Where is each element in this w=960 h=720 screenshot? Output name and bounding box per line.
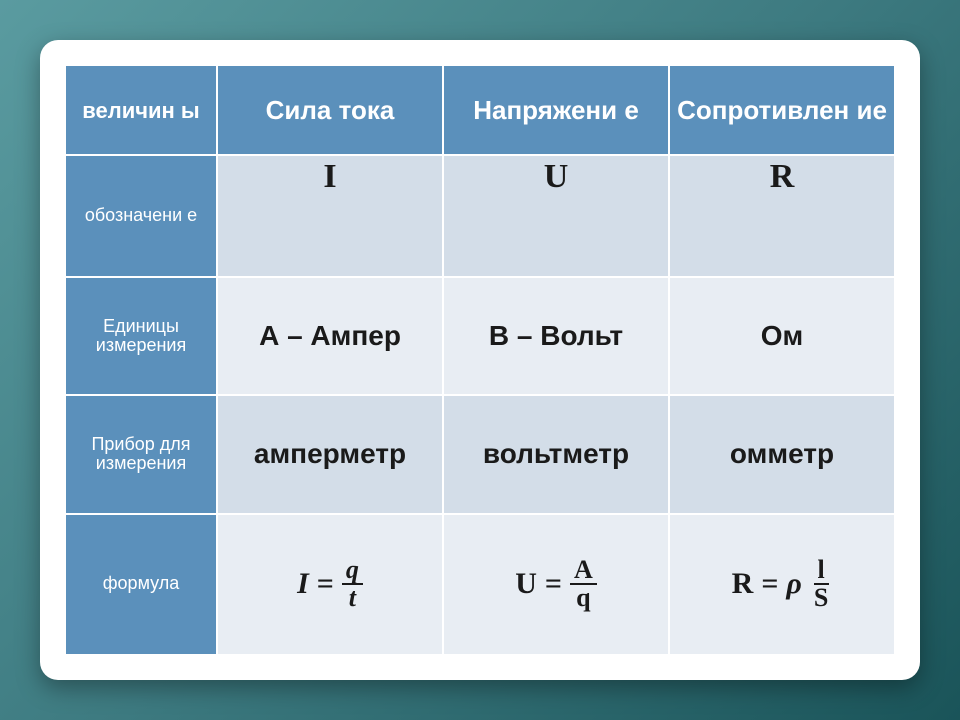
formula-R-frac: l S (810, 557, 832, 611)
rowlabel-formula: формула (66, 515, 216, 654)
formula-U-den: q (572, 585, 594, 611)
cell-symbol-voltage: U (444, 156, 668, 276)
formula-R: R = ρ l S (732, 557, 833, 611)
symbol-R: R (770, 158, 795, 196)
row-formula: формула I = q t U = A q (66, 515, 894, 654)
rowlabel-symbol: обозначени е (66, 156, 216, 276)
header-voltage: Напряжени е (444, 66, 668, 154)
formula-U-lhs: U (515, 567, 537, 601)
table-card: величин ы Сила тока Напряжени е Сопротив… (40, 40, 920, 680)
formula-I-frac: q t (342, 557, 363, 611)
row-units: Единицы измерения А – Ампер В – Вольт Ом (66, 278, 894, 394)
rowlabel-device: Прибор для измерения (66, 396, 216, 512)
formula-I: I = q t (297, 557, 363, 611)
cell-symbol-current: I (218, 156, 442, 276)
formula-I-eq: = (317, 567, 334, 601)
cell-device-voltage: вольтметр (444, 396, 668, 512)
symbol-U: U (544, 158, 569, 196)
formula-U-frac: A q (570, 557, 597, 611)
cell-device-current: амперметр (218, 396, 442, 512)
row-device: Прибор для измерения амперметр вольтметр… (66, 396, 894, 512)
formula-I-lhs: I (297, 567, 309, 601)
formula-U: U = A q (515, 557, 597, 611)
cell-symbol-resistance: R (670, 156, 894, 276)
formula-U-num: A (570, 557, 597, 585)
formula-R-den: S (810, 585, 832, 611)
formula-I-num: q (342, 557, 363, 585)
cell-unit-current: А – Ампер (218, 278, 442, 394)
header-current: Сила тока (218, 66, 442, 154)
symbol-I: I (323, 158, 336, 196)
formula-R-coef: ρ (786, 567, 801, 601)
formula-R-eq: = (761, 567, 778, 601)
cell-formula-voltage: U = A q (444, 515, 668, 654)
physics-table: величин ы Сила тока Напряжени е Сопротив… (64, 64, 896, 656)
formula-R-num: l (814, 557, 829, 585)
header-row: величин ы Сила тока Напряжени е Сопротив… (66, 66, 894, 154)
header-resistance: Сопротивлен ие (670, 66, 894, 154)
formula-R-lhs: R (732, 567, 754, 601)
cell-device-resistance: омметр (670, 396, 894, 512)
cell-formula-current: I = q t (218, 515, 442, 654)
cell-unit-voltage: В – Вольт (444, 278, 668, 394)
rowlabel-units: Единицы измерения (66, 278, 216, 394)
cell-unit-resistance: Ом (670, 278, 894, 394)
header-quantities: величин ы (66, 66, 216, 154)
cell-formula-resistance: R = ρ l S (670, 515, 894, 654)
formula-I-den: t (345, 585, 360, 611)
row-symbol: обозначени е I U R (66, 156, 894, 276)
formula-U-eq: = (545, 567, 562, 601)
